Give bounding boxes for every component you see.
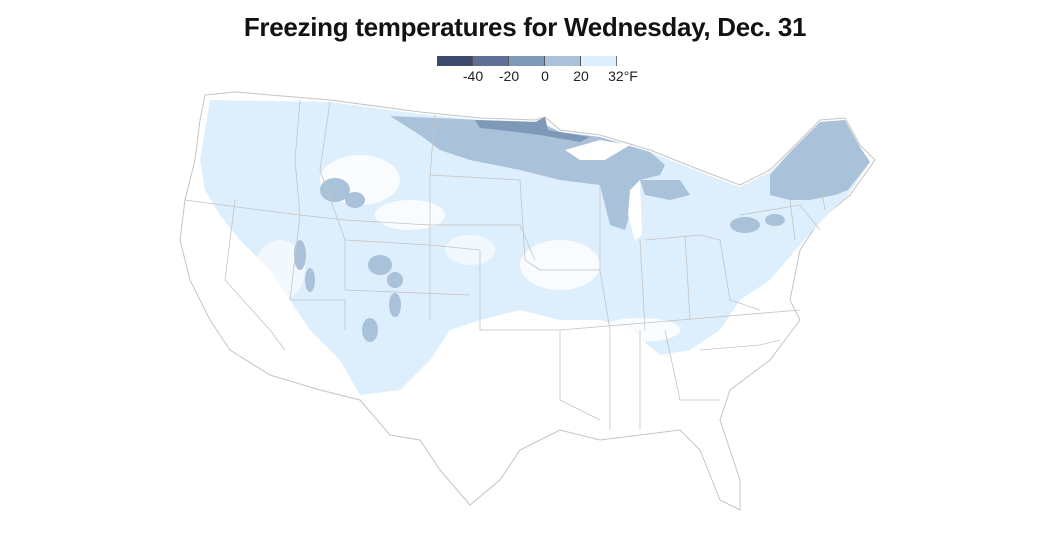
legend-tick: 20 — [573, 68, 589, 84]
legend-swatch-32 — [581, 56, 617, 66]
legend-swatch-0 — [509, 56, 545, 66]
lake-michigan — [628, 180, 642, 240]
legend-tick: -40 — [462, 68, 484, 84]
freezing-region-20-michigan-up — [640, 180, 690, 200]
warm-patch — [520, 240, 600, 290]
warm-patch — [255, 240, 305, 300]
temperature-legend: -40 -20 0 20 32°F — [437, 56, 638, 84]
legend-tick: 32°F — [608, 68, 638, 84]
us-freezing-map — [179, 91, 876, 511]
state-borders — [184, 99, 826, 430]
warm-patch — [375, 200, 445, 230]
map-title: Freezing temperatures for Wednesday, Dec… — [243, 12, 807, 42]
legend-tick-labels: -40 -20 0 20 32°F — [437, 68, 638, 84]
legend-color-bar — [437, 56, 617, 66]
legend-swatch-minus-20 — [473, 56, 509, 66]
warm-patch — [445, 235, 495, 265]
legend-swatch-minus-40 — [437, 56, 473, 66]
legend-tick: 0 — [541, 68, 549, 84]
freezing-region-0-northern-mn — [475, 117, 590, 142]
mountain-cold-patches — [294, 178, 785, 342]
legend-swatch-20 — [545, 56, 581, 66]
legend-tick: -20 — [498, 68, 520, 84]
lake-superior — [565, 140, 630, 160]
freezing-region-20-northeast — [770, 120, 870, 200]
